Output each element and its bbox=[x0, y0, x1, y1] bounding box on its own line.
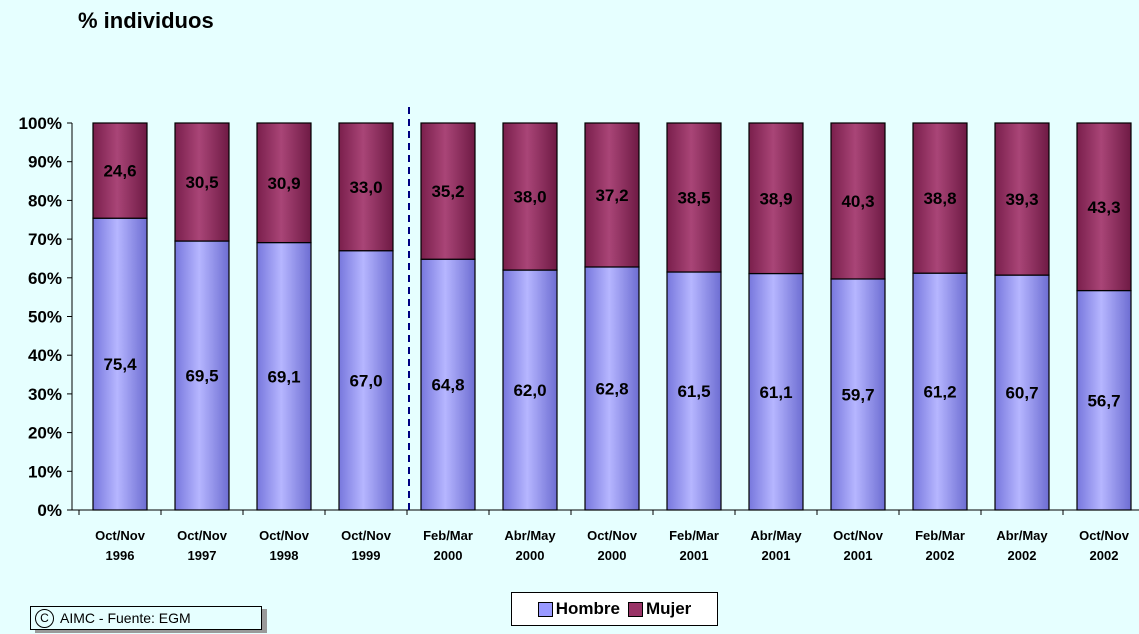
bar-hombre bbox=[420, 258, 476, 511]
x-category-label: 2002 bbox=[926, 548, 955, 563]
x-category-label: 1998 bbox=[270, 548, 299, 563]
x-category-label: 1997 bbox=[188, 548, 217, 563]
data-label-hombre: 61,1 bbox=[759, 383, 792, 402]
y-tick-label: 90% bbox=[28, 153, 62, 172]
x-category-label: 2000 bbox=[598, 548, 627, 563]
x-category-label: Oct/Nov bbox=[833, 528, 884, 543]
bar-hombre bbox=[584, 266, 640, 511]
legend-swatch-hombre bbox=[537, 601, 553, 617]
x-category-label: Oct/Nov bbox=[95, 528, 146, 543]
legend-label-mujer: Mujer bbox=[645, 599, 692, 618]
data-label-hombre: 64,8 bbox=[431, 376, 464, 395]
bar-mujer bbox=[748, 122, 804, 275]
bar-hombre bbox=[502, 269, 558, 511]
data-label-hombre: 69,1 bbox=[267, 367, 300, 386]
y-tick-label: 20% bbox=[28, 424, 62, 443]
bar-mujer bbox=[256, 122, 312, 244]
x-category-label: Oct/Nov bbox=[341, 528, 392, 543]
data-label-mujer: 37,2 bbox=[595, 186, 628, 205]
bar-mujer bbox=[584, 122, 640, 268]
legend-swatch-mujer bbox=[627, 601, 643, 617]
x-category-label: Feb/Mar bbox=[915, 528, 965, 543]
chart-legend: Hombre Mujer bbox=[511, 592, 718, 626]
stacked-bar-chart: 0% 10% 20% 30% 40% 50% 60% 70% 80% 90% 100% 75,4 24… bbox=[19, 107, 1139, 563]
data-label-hombre: 62,0 bbox=[513, 381, 546, 400]
data-label-hombre: 61,2 bbox=[923, 383, 956, 402]
y-tick-label: 80% bbox=[28, 191, 62, 210]
bar-mujer bbox=[420, 122, 476, 260]
data-label-hombre: 56,7 bbox=[1087, 391, 1120, 410]
data-label-hombre: 60,7 bbox=[1005, 384, 1038, 403]
bar-hombre bbox=[994, 274, 1050, 511]
data-label-hombre: 75,4 bbox=[103, 355, 137, 374]
legend-item-hombre: Hombre bbox=[537, 599, 620, 619]
bar-hombre bbox=[256, 241, 312, 511]
data-label-mujer: 40,3 bbox=[841, 192, 874, 211]
legend-item-mujer: Mujer bbox=[627, 599, 692, 619]
data-label-mujer: 38,9 bbox=[759, 189, 792, 208]
x-category-label: Feb/Mar bbox=[669, 528, 719, 543]
x-category-label: Oct/Nov bbox=[587, 528, 638, 543]
x-category-label: 1996 bbox=[106, 548, 135, 563]
copyright-icon: C bbox=[35, 608, 54, 628]
x-category-label: Abr/May bbox=[504, 528, 556, 543]
data-label-mujer: 30,5 bbox=[185, 173, 218, 192]
x-category-label: Oct/Nov bbox=[259, 528, 310, 543]
bar-hombre bbox=[748, 272, 804, 511]
data-label-mujer: 30,9 bbox=[267, 174, 300, 193]
bar-mujer bbox=[830, 122, 886, 280]
data-label-mujer: 39,3 bbox=[1005, 190, 1038, 209]
data-label-hombre: 67,0 bbox=[349, 371, 382, 390]
bar-mujer bbox=[338, 122, 394, 252]
bar-mujer bbox=[174, 122, 230, 242]
bar-mujer bbox=[1076, 122, 1132, 292]
copyright-note: C AIMC - Fuente: EGM bbox=[30, 606, 262, 630]
legend-label-hombre: Hombre bbox=[555, 599, 620, 618]
data-label-mujer: 38,0 bbox=[513, 188, 546, 207]
x-category-label: Abr/May bbox=[750, 528, 802, 543]
bar-hombre bbox=[830, 278, 886, 511]
y-tick-label: 40% bbox=[28, 346, 62, 365]
bar-mujer bbox=[994, 122, 1050, 276]
bar-mujer bbox=[666, 122, 722, 273]
copyright-text: AIMC - Fuente: EGM bbox=[60, 610, 191, 626]
y-tick-label: 70% bbox=[28, 230, 62, 249]
bar-mujer bbox=[912, 122, 968, 274]
x-category-label: 2002 bbox=[1008, 548, 1037, 563]
bar-hombre bbox=[174, 240, 230, 511]
page-title: % individuos bbox=[78, 8, 214, 33]
bar-hombre bbox=[338, 250, 394, 511]
x-category-label: Feb/Mar bbox=[423, 528, 473, 543]
x-category-label: 2000 bbox=[434, 548, 463, 563]
y-tick-label: 100% bbox=[19, 114, 62, 133]
bar-hombre bbox=[1076, 289, 1132, 511]
bar-hombre bbox=[92, 217, 148, 511]
y-tick-label: 30% bbox=[28, 385, 62, 404]
x-category-label: 2001 bbox=[680, 548, 709, 563]
bar-mujer bbox=[502, 122, 558, 271]
y-tick-label: 50% bbox=[28, 308, 62, 327]
data-label-hombre: 62,8 bbox=[595, 379, 628, 398]
x-category-label: Oct/Nov bbox=[1079, 528, 1130, 543]
x-category-label: 2001 bbox=[844, 548, 873, 563]
data-label-mujer: 35,2 bbox=[431, 182, 464, 201]
data-label-mujer: 38,5 bbox=[677, 188, 710, 207]
data-label-mujer: 38,8 bbox=[923, 189, 956, 208]
x-category-label: Abr/May bbox=[996, 528, 1048, 543]
data-label-hombre: 59,7 bbox=[841, 385, 874, 404]
x-category-label: 2000 bbox=[516, 548, 545, 563]
y-tick-label: 60% bbox=[28, 269, 62, 288]
x-category-label: 1999 bbox=[352, 548, 381, 563]
x-category-label: 2001 bbox=[762, 548, 791, 563]
data-label-hombre: 69,5 bbox=[185, 367, 218, 386]
y-tick-label: 0% bbox=[37, 501, 62, 520]
data-label-mujer: 24,6 bbox=[103, 162, 136, 181]
x-category-label: 2002 bbox=[1090, 548, 1119, 563]
data-label-mujer: 33,0 bbox=[349, 178, 382, 197]
data-label-hombre: 61,5 bbox=[677, 382, 710, 401]
data-label-mujer: 43,3 bbox=[1087, 198, 1120, 217]
x-category-label: Oct/Nov bbox=[177, 528, 228, 543]
bar-mujer bbox=[92, 122, 148, 219]
y-tick-label: 10% bbox=[28, 462, 62, 481]
